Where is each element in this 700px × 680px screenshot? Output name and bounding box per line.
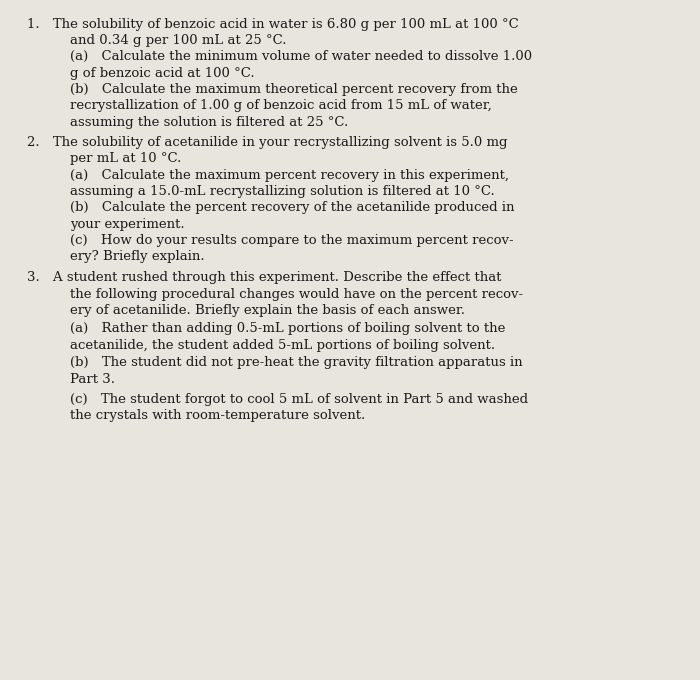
Text: (a) Calculate the minimum volume of water needed to dissolve 1.00: (a) Calculate the minimum volume of wate…	[70, 50, 532, 63]
Text: ery? Briefly explain.: ery? Briefly explain.	[70, 250, 204, 263]
Text: (a) Calculate the maximum percent recovery in this experiment,: (a) Calculate the maximum percent recove…	[70, 169, 509, 182]
Text: per mL at 10 °C.: per mL at 10 °C.	[70, 152, 181, 165]
Text: Part 3.: Part 3.	[70, 373, 115, 386]
Text: and 0.34 g per 100 mL at 25 °C.: and 0.34 g per 100 mL at 25 °C.	[70, 34, 286, 47]
Text: (b) Calculate the percent recovery of the acetanilide produced in: (b) Calculate the percent recovery of th…	[70, 201, 514, 214]
Text: recrystallization of 1.00 g of benzoic acid from 15 mL of water,: recrystallization of 1.00 g of benzoic a…	[70, 99, 491, 112]
Text: (c) How do your results compare to the maximum percent recov-: (c) How do your results compare to the m…	[70, 234, 514, 247]
Text: acetanilide, the student added 5-mL portions of boiling solvent.: acetanilide, the student added 5-mL port…	[70, 339, 495, 352]
Text: (a) Rather than adding 0.5-mL portions of boiling solvent to the: (a) Rather than adding 0.5-mL portions o…	[70, 322, 505, 335]
Text: g of benzoic acid at 100 °C.: g of benzoic acid at 100 °C.	[70, 67, 255, 80]
Text: (b) The student did not pre-heat the gravity filtration apparatus in: (b) The student did not pre-heat the gra…	[70, 356, 523, 369]
Text: assuming a 15.0-mL recrystallizing solution is filtered at 10 °C.: assuming a 15.0-mL recrystallizing solut…	[70, 185, 495, 198]
Text: 2. The solubility of acetanilide in your recrystallizing solvent is 5.0 mg: 2. The solubility of acetanilide in your…	[27, 136, 507, 149]
Text: 3. A student rushed through this experiment. Describe the effect that: 3. A student rushed through this experim…	[27, 271, 501, 284]
Text: your experiment.: your experiment.	[70, 218, 185, 231]
Text: (b) Calculate the maximum theoretical percent recovery from the: (b) Calculate the maximum theoretical pe…	[70, 83, 518, 96]
Text: the following procedural changes would have on the percent recov-: the following procedural changes would h…	[70, 288, 523, 301]
Text: ery of acetanilide. Briefly explain the basis of each answer.: ery of acetanilide. Briefly explain the …	[70, 304, 465, 317]
Text: the crystals with room-temperature solvent.: the crystals with room-temperature solve…	[70, 409, 365, 422]
Text: (c) The student forgot to cool 5 mL of solvent in Part 5 and washed: (c) The student forgot to cool 5 mL of s…	[70, 393, 528, 406]
Text: 1. The solubility of benzoic acid in water is 6.80 g per 100 mL at 100 °C: 1. The solubility of benzoic acid in wat…	[27, 18, 518, 31]
Text: assuming the solution is filtered at 25 °C.: assuming the solution is filtered at 25 …	[70, 116, 349, 129]
